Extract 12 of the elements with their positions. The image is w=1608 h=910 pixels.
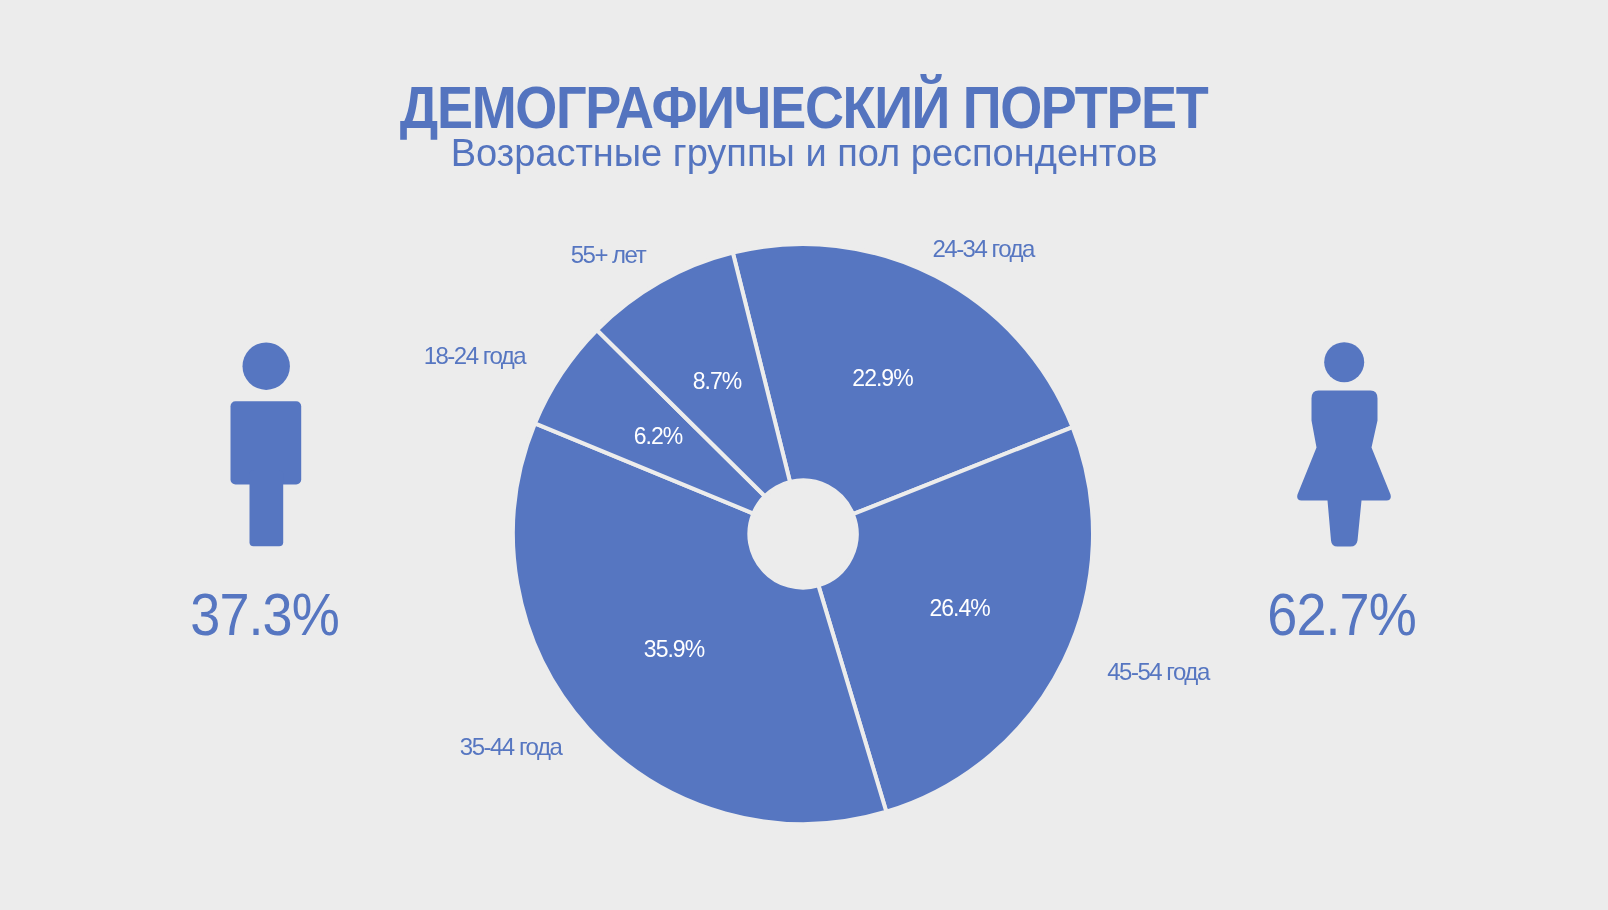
data-label: 6.2% <box>633 423 683 450</box>
slice-label: 18-24 года <box>423 342 528 370</box>
slice-label: 24-34 года <box>932 234 1037 262</box>
data-label: 62.7% <box>1267 581 1417 648</box>
data-label: 37.3% <box>190 581 340 648</box>
data-label: 35.9% <box>643 636 705 663</box>
data-label: 8.7% <box>692 368 742 395</box>
data-label: 26.4% <box>929 595 991 622</box>
slice-label: 55+ лет <box>570 241 647 269</box>
slice-label: 35-44 года <box>459 732 564 760</box>
slice-label: 45-54 года <box>1107 657 1211 685</box>
data-label: 22.9% <box>852 364 914 391</box>
